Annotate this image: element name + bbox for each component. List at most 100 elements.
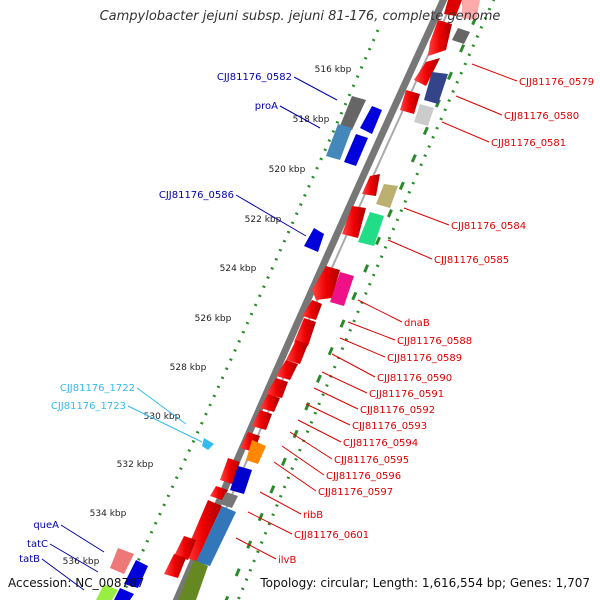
reverse-strand-genes — [96, 96, 382, 600]
gene-block[interactable] — [202, 438, 214, 450]
gene-label-right[interactable]: CJJ81176_0585 — [434, 255, 509, 266]
gene-block[interactable] — [362, 174, 380, 196]
gene-block[interactable] — [376, 184, 398, 208]
accession-text: Accession: NC_008787 — [8, 576, 145, 590]
gene-block[interactable] — [414, 104, 434, 126]
gene-block[interactable] — [330, 272, 354, 306]
gene-label-right[interactable]: CJJ81176_0581 — [491, 138, 566, 149]
gene-label-right[interactable]: CJJ81176_0596 — [326, 471, 401, 482]
leader-line — [281, 445, 325, 476]
tick-label: 530 kbp — [144, 412, 181, 422]
leader-line — [313, 387, 359, 410]
forward-strand-genes — [164, 0, 480, 600]
gene-label-left[interactable]: CJJ81176_1723 — [51, 401, 126, 412]
tick-dash-track — [224, 0, 486, 600]
leader-line — [247, 511, 293, 535]
gene-block[interactable] — [260, 394, 280, 412]
gene-label-right[interactable]: CJJ81176_0589 — [387, 353, 462, 364]
gene-label-right[interactable]: CJJ81176_0579 — [519, 77, 594, 88]
gene-label-right[interactable]: ilvB — [278, 555, 296, 566]
gene-label-right[interactable]: CJJ81176_0588 — [397, 336, 472, 347]
gene-block[interactable] — [276, 360, 298, 380]
gene-block[interactable] — [220, 458, 240, 484]
gene-label-left[interactable]: CJJ81176_0586 — [159, 190, 234, 201]
gene-block[interactable] — [304, 228, 324, 252]
leader-line — [321, 371, 368, 394]
gene-block[interactable] — [220, 492, 238, 508]
leader-line — [441, 121, 490, 143]
leader-line — [331, 353, 376, 378]
gene-label-left[interactable]: proA — [255, 101, 278, 112]
gene-label-right[interactable]: CJJ81176_0601 — [294, 530, 369, 541]
gene-block[interactable] — [286, 340, 308, 364]
gene-block[interactable] — [326, 124, 352, 160]
right-gene-labels: CJJ81176_0579 CJJ81176_0580 CJJ81176_0581 C… — [235, 63, 594, 566]
gene-block[interactable] — [294, 318, 316, 346]
gene-block[interactable] — [184, 500, 222, 562]
tick-label: 516 kbp — [315, 65, 352, 75]
leader-line — [293, 76, 338, 101]
gene-block[interactable] — [340, 96, 366, 130]
gene-label-left[interactable]: queA — [33, 520, 59, 531]
gene-label-left[interactable]: tatC — [27, 539, 48, 550]
gene-block[interactable] — [452, 28, 470, 44]
gene-block[interactable] — [210, 486, 228, 500]
gene-block[interactable] — [114, 588, 134, 600]
leader-line — [403, 207, 450, 226]
gene-label-right[interactable]: CJJ81176_0591 — [369, 389, 444, 400]
gene-block[interactable] — [414, 58, 440, 86]
gene-block[interactable] — [462, 0, 480, 20]
genome-title: Campylobacter jejuni subsp. jejuni 81-17… — [99, 9, 501, 24]
leader-line — [297, 419, 342, 443]
gene-block[interactable] — [444, 0, 462, 16]
gene-block[interactable] — [266, 378, 288, 398]
gene-block[interactable] — [424, 72, 448, 104]
gene-block[interactable] — [164, 554, 186, 578]
gene-block[interactable] — [230, 466, 252, 494]
gene-block[interactable] — [252, 410, 272, 430]
outer-dotted-track — [118, 29, 380, 600]
gene-label-right[interactable]: ribB — [303, 510, 323, 521]
leader-line — [339, 337, 386, 358]
gene-label-right[interactable]: CJJ81176_0595 — [334, 455, 409, 466]
gene-block[interactable] — [174, 536, 196, 560]
gene-block[interactable] — [246, 440, 266, 464]
leader-line — [289, 431, 333, 460]
gene-block[interactable] — [400, 90, 420, 114]
gene-label-left[interactable]: CJJ81176_0582 — [217, 72, 292, 83]
gene-block[interactable] — [344, 134, 368, 166]
gene-label-right[interactable]: CJJ81176_0592 — [360, 405, 435, 416]
gene-label-right[interactable]: CJJ81176_0594 — [343, 438, 418, 449]
gene-block[interactable] — [428, 20, 452, 56]
gene-label-left[interactable]: CJJ81176_1722 — [60, 383, 135, 394]
leader-line — [387, 239, 433, 260]
leader-line — [273, 461, 317, 492]
leader-line — [305, 403, 351, 426]
tick-label: 522 kbp — [245, 215, 282, 225]
gene-label-right[interactable]: CJJ81176_0580 — [504, 111, 579, 122]
inner-dotted-track — [236, 0, 496, 600]
tick-label: 520 kbp — [269, 165, 306, 175]
tick-label: 526 kbp — [195, 314, 232, 324]
gene-block[interactable] — [360, 106, 382, 134]
gene-label-left[interactable]: tatB — [19, 554, 40, 565]
gene-block[interactable] — [312, 266, 340, 300]
gene-label-right[interactable]: CJJ81176_0593 — [352, 421, 427, 432]
gene-block[interactable] — [178, 560, 208, 600]
gene-label-right[interactable]: CJJ81176_0584 — [451, 221, 526, 232]
gene-label-right[interactable]: CJJ81176_0597 — [318, 487, 393, 498]
gene-block[interactable] — [96, 584, 118, 600]
gene-block[interactable] — [342, 206, 366, 238]
gene-label-right[interactable]: CJJ81176_0590 — [377, 373, 452, 384]
gene-label-right[interactable]: dnaB — [404, 318, 430, 329]
gene-block[interactable] — [110, 548, 134, 574]
gene-block[interactable] — [124, 560, 148, 588]
tick-label: 524 kbp — [220, 264, 257, 274]
leader-line — [259, 491, 302, 515]
leader-line — [471, 63, 518, 82]
gene-block[interactable] — [196, 506, 236, 566]
gene-block[interactable] — [302, 300, 322, 320]
tick-label: 532 kbp — [117, 460, 154, 470]
gene-block[interactable] — [358, 212, 384, 246]
